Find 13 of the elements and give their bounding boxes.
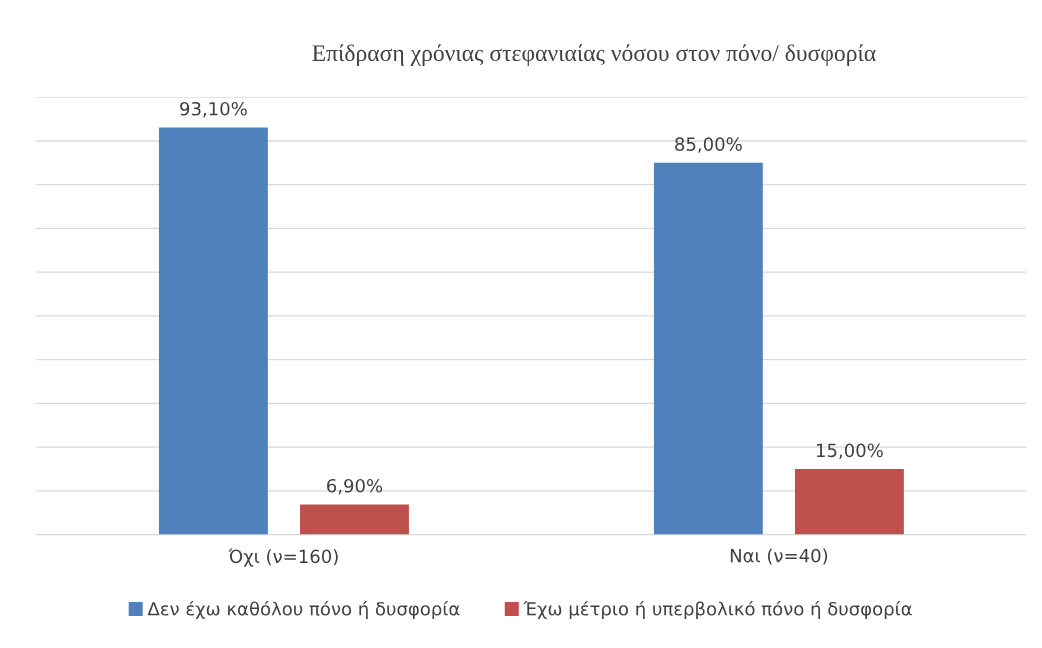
legend-label: Έχω μέτριο ή υπερβολικό πόνο ή δυσφορία <box>523 600 912 620</box>
data-label: 15,00% <box>816 443 883 459</box>
legend-label: Δεν έχω καθόλου πόνο ή δυσφορία <box>147 600 460 620</box>
bar <box>794 468 904 535</box>
chart-title: Επίδραση χρόνιας στεφανιαίας νόσου στον πόνο/ δυσφορία <box>312 44 876 66</box>
x-tick-label: Ναι (ν=40) <box>730 548 828 565</box>
bar <box>300 504 409 535</box>
bar <box>653 162 763 535</box>
data-label: 6,90% <box>327 478 383 495</box>
bar <box>158 127 268 535</box>
x-tick-label: Όχι (ν=160) <box>228 548 338 567</box>
data-label: 93,10% <box>180 101 247 118</box>
data-label: 85,00% <box>675 137 742 153</box>
